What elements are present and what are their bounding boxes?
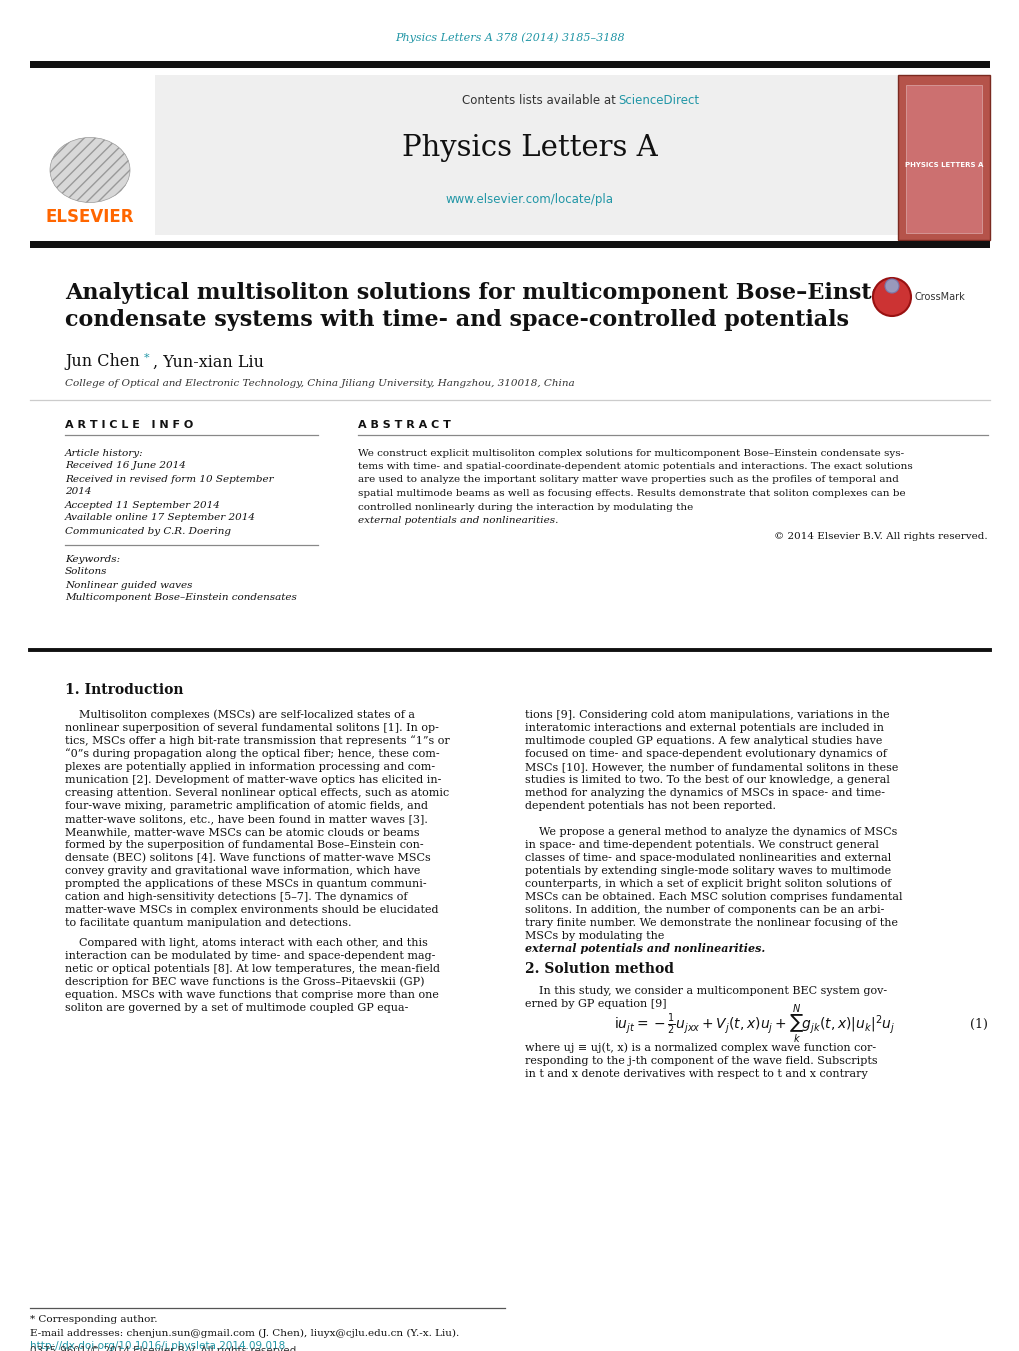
- Text: multimode coupled GP equations. A few analytical studies have: multimode coupled GP equations. A few an…: [525, 736, 881, 746]
- Text: Physics Letters A 378 (2014) 3185–3188: Physics Letters A 378 (2014) 3185–3188: [394, 32, 625, 43]
- Text: are used to analyze the important solitary matter wave properties such as the pr: are used to analyze the important solita…: [358, 476, 898, 485]
- Text: Jun Chen: Jun Chen: [65, 354, 140, 370]
- Text: (1): (1): [969, 1017, 987, 1031]
- Text: responding to the j-th component of the wave field. Subscripts: responding to the j-th component of the …: [525, 1056, 876, 1066]
- Text: studies is limited to two. To the best of our knowledge, a general: studies is limited to two. To the best o…: [525, 775, 889, 785]
- Text: We construct explicit multisoliton complex solutions for multicomponent Bose–Ein: We construct explicit multisoliton compl…: [358, 449, 903, 458]
- Text: Solitons: Solitons: [65, 567, 107, 577]
- Text: matter-wave MSCs in complex environments should be elucidated: matter-wave MSCs in complex environments…: [65, 905, 438, 915]
- Text: in t and x denote derivatives with respect to t and x contrary: in t and x denote derivatives with respe…: [525, 1069, 867, 1079]
- Text: Received 16 June 2014: Received 16 June 2014: [65, 462, 185, 470]
- Text: erned by GP equation [9]: erned by GP equation [9]: [525, 998, 666, 1009]
- Text: controlled nonlinearly during the interaction by modulating the: controlled nonlinearly during the intera…: [358, 503, 696, 512]
- Text: 2. Solution method: 2. Solution method: [525, 962, 674, 975]
- Text: tics, MSCs offer a high bit-rate transmission that represents “1”s or: tics, MSCs offer a high bit-rate transmi…: [65, 735, 449, 746]
- Text: E-mail addresses: chenjun.sun@gmail.com (J. Chen), liuyx@cjlu.edu.cn (Y.-x. Liu): E-mail addresses: chenjun.sun@gmail.com …: [30, 1328, 459, 1337]
- Text: Received in revised form 10 September: Received in revised form 10 September: [65, 474, 273, 484]
- Text: In this study, we consider a multicomponent BEC system gov-: In this study, we consider a multicompon…: [525, 986, 887, 996]
- Text: 2014: 2014: [65, 488, 92, 497]
- Text: counterparts, in which a set of explicit bright soliton solutions of: counterparts, in which a set of explicit…: [525, 880, 891, 889]
- Text: Accepted 11 September 2014: Accepted 11 September 2014: [65, 500, 221, 509]
- Text: nonlinear superposition of several fundamental solitons [1]. In op-: nonlinear superposition of several funda…: [65, 723, 438, 734]
- Text: Keywords:: Keywords:: [65, 554, 120, 563]
- Text: MSCs by modulating the: MSCs by modulating the: [525, 931, 667, 942]
- Text: munication [2]. Development of matter-wave optics has elicited in-: munication [2]. Development of matter-wa…: [65, 775, 441, 785]
- Text: where uj ≡ uj(t, x) is a normalized complex wave function cor-: where uj ≡ uj(t, x) is a normalized comp…: [525, 1043, 875, 1054]
- Text: Compared with light, atoms interact with each other, and this: Compared with light, atoms interact with…: [65, 938, 427, 948]
- Text: * Corresponding author.: * Corresponding author.: [30, 1316, 157, 1324]
- Text: $\mathrm{i}u_{jt} = -\frac{1}{2}u_{jxx} + V_j(t,x)u_j + \sum_{k}^{N} g_{jk}(t,x): $\mathrm{i}u_{jt} = -\frac{1}{2}u_{jxx} …: [613, 1002, 895, 1046]
- Text: solitons. In addition, the number of components can be an arbi-: solitons. In addition, the number of com…: [525, 905, 883, 915]
- Text: matter-wave solitons, etc., have been found in matter waves [3].: matter-wave solitons, etc., have been fo…: [65, 815, 427, 824]
- Text: *: *: [144, 353, 150, 363]
- Text: formed by the superposition of fundamental Bose–Einstein con-: formed by the superposition of fundament…: [65, 840, 423, 850]
- Text: convey gravity and gravitational wave information, which have: convey gravity and gravitational wave in…: [65, 866, 420, 875]
- Text: A R T I C L E   I N F O: A R T I C L E I N F O: [65, 420, 193, 430]
- Text: tions [9]. Considering cold atom manipulations, variations in the: tions [9]. Considering cold atom manipul…: [525, 711, 889, 720]
- Text: Article history:: Article history:: [65, 449, 144, 458]
- Text: focused on time- and space-dependent evolutionary dynamics of: focused on time- and space-dependent evo…: [525, 748, 886, 759]
- Text: cation and high-sensitivity detections [5–7]. The dynamics of: cation and high-sensitivity detections […: [65, 892, 408, 902]
- Circle shape: [872, 278, 910, 316]
- Text: prompted the applications of these MSCs in quantum communi-: prompted the applications of these MSCs …: [65, 880, 426, 889]
- Text: 1. Introduction: 1. Introduction: [65, 684, 183, 697]
- Text: Multicomponent Bose–Einstein condensates: Multicomponent Bose–Einstein condensates: [65, 593, 297, 603]
- Text: interatomic interactions and external potentials are included in: interatomic interactions and external po…: [525, 723, 883, 734]
- Text: MSCs [10]. However, the number of fundamental solitons in these: MSCs [10]. However, the number of fundam…: [525, 762, 898, 771]
- Text: www.elsevier.com/locate/pla: www.elsevier.com/locate/pla: [445, 193, 613, 207]
- Text: spatial multimode beams as well as focusing effects. Results demonstrate that so: spatial multimode beams as well as focus…: [358, 489, 905, 499]
- Bar: [155, 76, 899, 235]
- Text: description for BEC wave functions is the Gross–Pitaevskii (GP): description for BEC wave functions is th…: [65, 977, 424, 988]
- Bar: [30, 61, 989, 68]
- Text: PHYSICS LETTERS A: PHYSICS LETTERS A: [904, 162, 982, 168]
- Text: Multisoliton complexes (MSCs) are self-localized states of a: Multisoliton complexes (MSCs) are self-l…: [65, 709, 415, 720]
- Text: trary finite number. We demonstrate the nonlinear focusing of the: trary finite number. We demonstrate the …: [525, 917, 897, 928]
- Ellipse shape: [50, 138, 129, 203]
- Text: external potentials and nonlinearities.: external potentials and nonlinearities.: [358, 516, 557, 526]
- Text: to facilitate quantum manipulation and detections.: to facilitate quantum manipulation and d…: [65, 917, 352, 928]
- Text: © 2014 Elsevier B.V. All rights reserved.: © 2014 Elsevier B.V. All rights reserved…: [773, 532, 987, 540]
- Bar: [30, 76, 155, 235]
- Text: classes of time- and space-modulated nonlinearities and external: classes of time- and space-modulated non…: [525, 852, 891, 863]
- Bar: [905, 85, 981, 232]
- Text: four-wave mixing, parametric amplification of atomic fields, and: four-wave mixing, parametric amplificati…: [65, 801, 428, 811]
- Text: soliton are governed by a set of multimode coupled GP equa-: soliton are governed by a set of multimo…: [65, 1002, 408, 1013]
- Text: Meanwhile, matter-wave MSCs can be atomic clouds or beams: Meanwhile, matter-wave MSCs can be atomi…: [65, 827, 419, 838]
- Text: in space- and time-dependent potentials. We construct general: in space- and time-dependent potentials.…: [525, 840, 878, 850]
- Text: ScienceDirect: ScienceDirect: [618, 93, 698, 107]
- Text: interaction can be modulated by time- and space-dependent mag-: interaction can be modulated by time- an…: [65, 951, 435, 961]
- Text: CrossMark: CrossMark: [914, 292, 965, 303]
- Text: Physics Letters A: Physics Letters A: [401, 134, 657, 162]
- Bar: [897, 76, 989, 240]
- Text: Communicated by C.R. Doering: Communicated by C.R. Doering: [65, 527, 230, 535]
- Text: We propose a general method to analyze the dynamics of MSCs: We propose a general method to analyze t…: [525, 827, 897, 838]
- Bar: [30, 240, 989, 249]
- Text: MSCs can be obtained. Each MSC solution comprises fundamental: MSCs can be obtained. Each MSC solution …: [525, 892, 902, 902]
- Text: equation. MSCs with wave functions that comprise more than one: equation. MSCs with wave functions that …: [65, 990, 438, 1000]
- Text: Available online 17 September 2014: Available online 17 September 2014: [65, 513, 256, 523]
- Text: Contents lists available at: Contents lists available at: [462, 93, 619, 107]
- Text: potentials by extending single-mode solitary waves to multimode: potentials by extending single-mode soli…: [525, 866, 891, 875]
- Text: external potentials and nonlinearities.: external potentials and nonlinearities.: [525, 943, 764, 955]
- Text: plexes are potentially applied in information processing and com-: plexes are potentially applied in inform…: [65, 762, 435, 771]
- Text: ELSEVIER: ELSEVIER: [46, 208, 135, 226]
- Text: http://dx.doi.org/10.1016/j.physleta.2014.09.018: http://dx.doi.org/10.1016/j.physleta.201…: [30, 1342, 285, 1351]
- Text: Nonlinear guided waves: Nonlinear guided waves: [65, 581, 193, 589]
- Text: , Yun-xian Liu: , Yun-xian Liu: [153, 354, 264, 370]
- Circle shape: [884, 280, 898, 293]
- Text: creasing attention. Several nonlinear optical effects, such as atomic: creasing attention. Several nonlinear op…: [65, 788, 448, 798]
- Text: 0375-9601/© 2014 Elsevier B.V. All rights reserved.: 0375-9601/© 2014 Elsevier B.V. All right…: [30, 1346, 300, 1351]
- Text: dependent potentials has not been reported.: dependent potentials has not been report…: [525, 801, 775, 811]
- Text: “0”s during propagation along the optical fiber; hence, these com-: “0”s during propagation along the optica…: [65, 748, 439, 759]
- Text: College of Optical and Electronic Technology, China Jiliang University, Hangzhou: College of Optical and Electronic Techno…: [65, 380, 574, 389]
- Text: densate (BEC) solitons [4]. Wave functions of matter-wave MSCs: densate (BEC) solitons [4]. Wave functio…: [65, 852, 430, 863]
- Text: netic or optical potentials [8]. At low temperatures, the mean-field: netic or optical potentials [8]. At low …: [65, 965, 439, 974]
- Text: tems with time- and spatial-coordinate-dependent atomic potentials and interacti: tems with time- and spatial-coordinate-d…: [358, 462, 912, 471]
- Text: Analytical multisoliton solutions for multicomponent Bose–Einstein: Analytical multisoliton solutions for mu…: [65, 282, 909, 304]
- Text: A B S T R A C T: A B S T R A C T: [358, 420, 450, 430]
- Text: condensate systems with time- and space-controlled potentials: condensate systems with time- and space-…: [65, 309, 848, 331]
- Text: method for analyzing the dynamics of MSCs in space- and time-: method for analyzing the dynamics of MSC…: [525, 788, 884, 798]
